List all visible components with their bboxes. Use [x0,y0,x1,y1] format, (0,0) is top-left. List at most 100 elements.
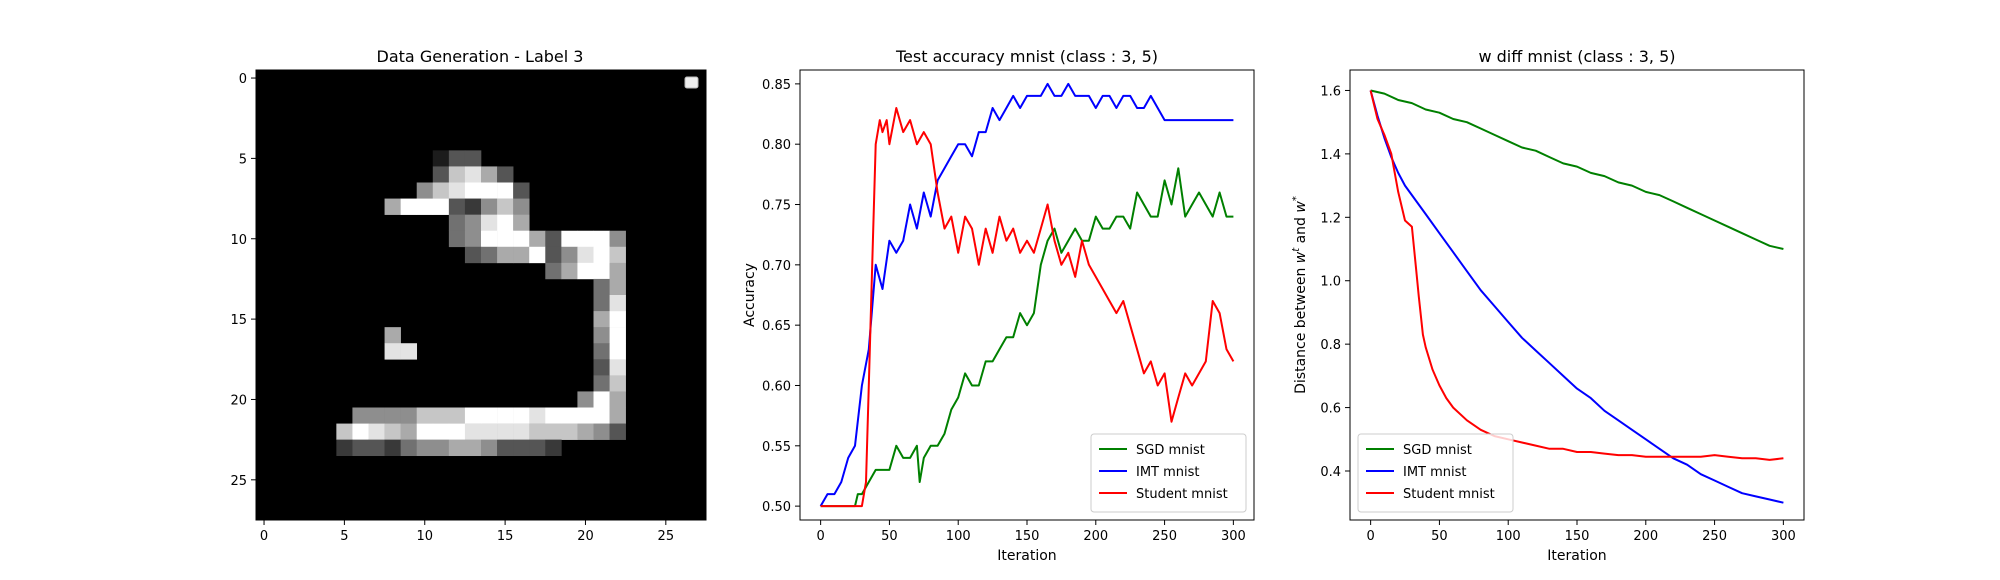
heatmap-cell [464,230,482,248]
legend-box [1357,433,1514,513]
heatmap-frame [255,69,707,521]
heatmap-cell [464,407,482,424]
y-tick-label: 0.8 [1320,338,1341,353]
x-tick-label: 100 [1496,529,1521,544]
heatmap-cell [513,198,530,215]
heatmap-cell [561,230,578,248]
wdiff-title: w diff mnist (class : 3, 5) [1478,47,1675,66]
y-tick-label: 5 [239,152,247,167]
heatmap-cell [609,262,626,280]
heatmap-cell [448,182,466,199]
x-tick-label: 250 [1702,529,1727,544]
heatmap-cell [400,423,418,440]
x-tick-label: 150 [1565,529,1590,544]
legend-label: Student mnist [1403,487,1495,502]
heatmap-cell [609,311,626,328]
accuracy-panel: Test accuracy mnist (class : 3, 5) 0 50 10… [742,47,1255,564]
heatmap-cell [609,278,626,296]
heatmap-cell [416,439,434,457]
heatmap-cells [256,70,706,520]
heatmap-cell [497,198,514,215]
heatmap-cell [545,230,562,248]
series-line-imt-mnist [819,82,1234,507]
heatmap-cell [416,182,434,199]
heatmap-cell [609,391,626,408]
x-tick-label: 250 [1152,529,1177,544]
heatmap-cell [497,214,514,232]
heatmap-cell [593,311,610,328]
heatmap-cell [609,246,626,264]
heatmap-cell [481,246,498,264]
heatmap-cell [497,407,514,424]
series-line-student-mnist [1369,90,1784,461]
x-tick-label: 200 [1083,529,1108,544]
heatmap-panel: Data Generation - Label 3 0 5 10 15 20 25 0 5 1… [230,47,707,544]
heatmap-cell [497,166,514,183]
accuracy-xlabel: Iteration [997,548,1056,564]
heatmap-cell [481,230,498,248]
heatmap-cell [384,439,401,457]
heatmap-x-axis: 0 5 10 15 20 25 [260,520,674,544]
heatmap-cell [529,423,546,440]
wdiff-xlabel: Iteration [1547,548,1606,564]
heatmap-cell [577,391,594,408]
heatmap-cell [464,246,482,264]
heatmap-cell [432,182,450,199]
heatmap-cell [432,407,450,424]
wdiff-legend: SGD mnist IMT mnist Student mnist [1357,433,1514,513]
heatmap-cell [513,214,530,232]
heatmap-cell [432,439,450,457]
wdiff-frame [1349,69,1805,521]
legend-label: IMT mnist [1136,465,1200,480]
heatmap-cell [577,230,594,248]
y-tick-label: 25 [230,474,247,489]
heatmap-cell [545,262,562,280]
heatmap-cell [593,407,610,424]
heatmap-cell [464,182,482,199]
heatmap-cell [464,423,482,440]
heatmap-cell [416,198,434,215]
y-tick-label: 0.55 [762,440,791,455]
legend-label: IMT mnist [1403,465,1467,480]
heatmap-cell [609,359,626,376]
heatmap-cell [368,423,385,440]
heatmap-cell [368,439,385,457]
heatmap-cell [448,214,466,232]
heatmap-cell [545,246,562,264]
x-tick-label: 25 [658,529,675,544]
heatmap-cell [609,295,626,312]
heatmap-cell [609,407,626,424]
accuracy-title: Test accuracy mnist (class : 3, 5) [895,47,1158,66]
heatmap-cell [609,343,626,360]
heatmap-cell [464,150,482,167]
heatmap-cell [561,423,578,440]
y-tick-label: 0.65 [762,319,791,334]
heatmap-cell [609,423,626,440]
heatmap-cell [464,439,482,457]
heatmap-cell [529,407,546,424]
x-tick-label: 0 [1366,529,1374,544]
heatmap-cell [448,150,466,167]
heatmap-cell [593,246,610,264]
heatmap-cell [497,246,514,264]
accuracy-series [819,82,1235,508]
y-tick-label: 0.4 [1320,465,1341,480]
heatmap-cell [448,439,466,457]
y-tick-label: 10 [230,233,247,248]
heatmap-cell [432,423,450,440]
wdiff-ylabel: Distance between wt and w* [1291,196,1309,394]
y-tick-label: 0.85 [762,78,791,93]
heatmap-cell [384,407,401,424]
x-tick-label: 15 [497,529,514,544]
heatmap-cell [352,407,369,424]
heatmap-cell [481,423,498,440]
heatmap-cell [593,262,610,280]
heatmap-cell [481,439,498,457]
y-tick-label: 0.75 [762,199,791,214]
heatmap-cell [336,439,353,457]
x-tick-label: 200 [1633,529,1658,544]
heatmap-cell [561,246,578,264]
heatmap-cell [609,230,626,248]
heatmap-cell [497,182,514,199]
